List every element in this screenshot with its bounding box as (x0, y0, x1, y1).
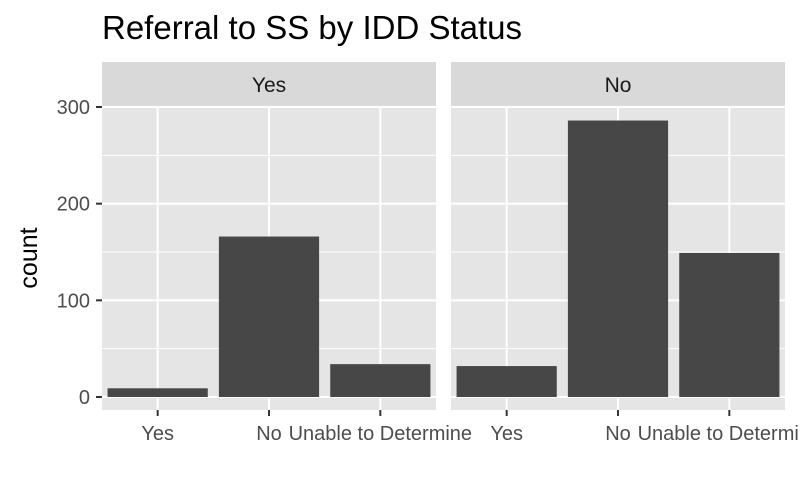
y-tick-label: 0 (79, 387, 90, 409)
facet-strip (451, 62, 785, 106)
y-tick-label: 200 (57, 194, 90, 216)
bar (218, 236, 320, 397)
facet-strip-label: Yes (252, 74, 286, 97)
x-tick-label: Yes (141, 423, 174, 445)
y-axis-title: count (15, 227, 43, 288)
x-tick-label: Unable to Determine (638, 423, 800, 445)
bar (330, 364, 431, 397)
y-tick-label: 100 (57, 290, 90, 312)
bar (107, 388, 208, 397)
facet-strip-label: No (605, 74, 632, 97)
facet-strip (102, 62, 436, 106)
bar (679, 252, 780, 397)
x-tick-label: No (256, 423, 282, 445)
y-axis: 0 100 200 300 (57, 97, 102, 409)
x-tick-label: Unable to Determine (289, 423, 472, 445)
x-tick-label: Yes (490, 423, 523, 445)
facet-panel: Yes Yes No Unable to Determine (102, 62, 472, 445)
y-tick-label: 300 (57, 97, 90, 119)
bar (456, 366, 557, 397)
bar (567, 120, 669, 398)
chart-title: Referral to SS by IDD Status (102, 9, 522, 46)
facet-panel: No Yes No Unable to Determine (451, 62, 800, 445)
x-tick-label: No (605, 423, 631, 445)
facet-panels: Yes Yes No Unable to Determine No Yes No Unable… (102, 62, 800, 445)
